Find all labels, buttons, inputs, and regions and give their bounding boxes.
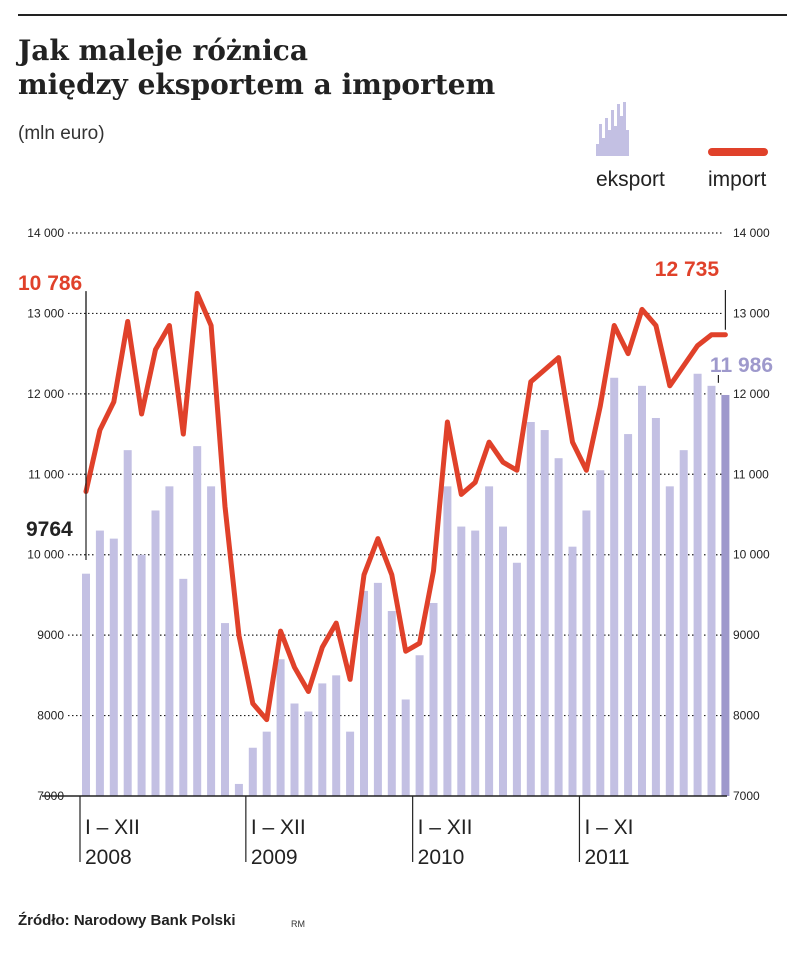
y-tick-label-left: 12 000 bbox=[27, 387, 64, 401]
export-bar bbox=[512, 562, 521, 796]
export-bar bbox=[95, 530, 104, 796]
export-bar bbox=[318, 683, 327, 796]
export-bar bbox=[499, 526, 507, 796]
period-label: I – XII bbox=[85, 816, 140, 839]
y-tick-label-left: 8000 bbox=[37, 709, 64, 723]
y-tick-label-right: 13 000 bbox=[733, 306, 770, 320]
export-bar bbox=[387, 611, 396, 796]
export-bar bbox=[165, 486, 174, 796]
y-tick-label-left: 10 000 bbox=[27, 548, 64, 562]
export-bar bbox=[137, 554, 146, 796]
unit-label: (mln euro) bbox=[18, 123, 105, 144]
export-bar bbox=[457, 526, 466, 796]
chart-title-line-1: Jak maleje różnica bbox=[18, 34, 308, 67]
export-bar bbox=[276, 659, 285, 796]
period-label: I – XII bbox=[418, 816, 473, 839]
period-year: 2008 bbox=[85, 846, 132, 869]
annotation-import-last: 12 735 bbox=[655, 258, 720, 281]
import-line bbox=[83, 290, 728, 723]
export-bar bbox=[179, 578, 188, 796]
period-label: I – XII bbox=[251, 816, 306, 839]
annotation-import-first: 10 786 bbox=[18, 272, 82, 295]
export-bar bbox=[207, 486, 216, 796]
legend-export-swatch-icon bbox=[596, 102, 629, 156]
y-tick-label-right: 8000 bbox=[733, 709, 760, 723]
y-tick-label-right: 7000 bbox=[733, 789, 760, 803]
export-bar bbox=[234, 783, 243, 796]
y-tick-label-right: 9000 bbox=[733, 628, 760, 642]
period-label: I – XI bbox=[584, 816, 633, 839]
export-bar bbox=[554, 458, 563, 796]
legend-import-swatch-icon bbox=[708, 148, 768, 156]
export-bar bbox=[540, 430, 549, 796]
period-year: 2009 bbox=[251, 846, 298, 869]
period-year: 2011 bbox=[584, 846, 629, 869]
export-bar bbox=[151, 510, 160, 796]
export-bar bbox=[221, 623, 229, 796]
annotation-export-last: 11 986 bbox=[710, 354, 773, 377]
export-bar bbox=[415, 655, 424, 796]
export-bar bbox=[360, 590, 368, 796]
export-bar bbox=[290, 703, 299, 796]
export-bar bbox=[123, 450, 132, 796]
y-tick-label-right: 11 000 bbox=[733, 467, 769, 481]
export-bar bbox=[304, 711, 313, 796]
export-bar bbox=[401, 699, 410, 796]
export-bar bbox=[610, 377, 619, 796]
export-bar bbox=[721, 394, 730, 796]
export-bar bbox=[568, 546, 577, 796]
export-bar bbox=[693, 373, 702, 796]
chart-title: Jak maleje różnica między eksportem a im… bbox=[18, 34, 578, 102]
y-tick-label-right: 12 000 bbox=[733, 387, 770, 401]
y-tick-label-right: 14 000 bbox=[733, 226, 770, 240]
legend-import-label: import bbox=[708, 168, 767, 191]
export-bar bbox=[443, 486, 452, 796]
export-bar bbox=[193, 446, 202, 796]
export-bar bbox=[332, 675, 341, 796]
export-bar bbox=[485, 486, 494, 796]
export-bar bbox=[665, 486, 674, 796]
export-bar bbox=[248, 747, 257, 796]
export-bar bbox=[471, 530, 480, 796]
export-bar bbox=[373, 582, 382, 796]
y-tick-label-right: 10 000 bbox=[733, 548, 770, 562]
annotation-export-first: 9764 bbox=[26, 518, 73, 541]
export-bar bbox=[346, 731, 355, 796]
export-bar bbox=[596, 470, 605, 796]
export-bar bbox=[109, 538, 118, 796]
export-bar bbox=[707, 385, 716, 796]
chart-title-line-2: między eksportem a importem bbox=[18, 68, 496, 101]
top-rule bbox=[18, 14, 787, 16]
export-bar bbox=[526, 422, 535, 796]
author-initials: RM bbox=[291, 919, 305, 929]
y-tick-label-left: 9000 bbox=[37, 628, 64, 642]
export-bar bbox=[82, 573, 90, 796]
export-bar bbox=[262, 731, 271, 796]
y-tick-label-left: 11 000 bbox=[28, 467, 64, 481]
export-bar bbox=[679, 450, 688, 796]
export-bar bbox=[429, 602, 438, 796]
export-bar bbox=[638, 385, 646, 796]
legend-export-label: eksport bbox=[596, 168, 665, 191]
period-year: 2010 bbox=[418, 846, 465, 869]
export-bar bbox=[651, 417, 660, 796]
source-note: Źródło: Narodowy Bank Polski bbox=[18, 912, 236, 929]
y-tick-label-left: 13 000 bbox=[27, 306, 64, 320]
export-bar bbox=[582, 510, 591, 796]
export-bar bbox=[624, 434, 633, 796]
y-tick-label-left: 14 000 bbox=[27, 226, 64, 240]
